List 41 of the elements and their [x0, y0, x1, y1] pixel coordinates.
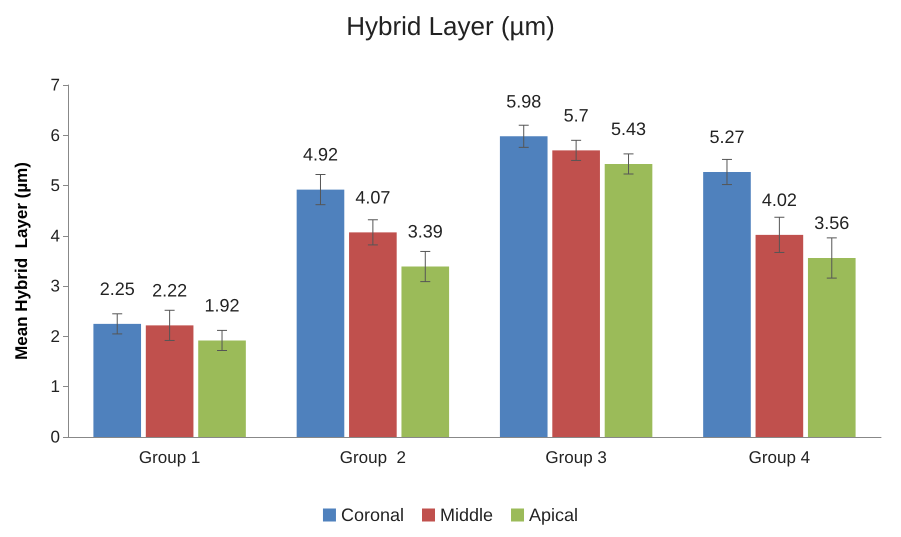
bar: [756, 234, 804, 437]
data-label: 5.43: [611, 118, 646, 139]
y-axis-title: Mean Hybrid Layer (µm): [12, 162, 31, 360]
bar: [93, 324, 142, 437]
y-tick-label: 5: [50, 176, 60, 196]
bar: [552, 150, 600, 437]
data-label: 2.25: [100, 278, 135, 299]
y-tick-label: 7: [50, 76, 60, 94]
bar: [146, 325, 194, 437]
bar: [349, 232, 397, 437]
data-label: 5.98: [506, 91, 542, 112]
data-label: 5.27: [709, 126, 744, 147]
data-label: 4.92: [302, 144, 338, 165]
y-tick-label: 0: [50, 428, 60, 446]
legend-label: Middle: [440, 505, 494, 525]
bar: [198, 340, 246, 437]
y-tick-label: 2: [50, 326, 60, 346]
bar: [401, 266, 450, 437]
y-tick-label: 6: [50, 126, 60, 145]
legend-label: Apical: [529, 505, 578, 525]
bar: [703, 172, 751, 437]
data-label: 4.07: [355, 187, 390, 208]
bar: [808, 258, 856, 437]
data-label: 2.22: [152, 280, 188, 300]
bar: [296, 190, 344, 437]
data-label: 5.7: [564, 105, 589, 126]
y-tick-label: 3: [50, 276, 60, 296]
bar: [604, 164, 652, 437]
bar: [500, 136, 548, 437]
data-label: 3.39: [408, 222, 443, 242]
data-label: 1.92: [204, 295, 240, 316]
x-tick-label: Group 2: [340, 448, 406, 467]
x-tick-label: Group 4: [748, 448, 810, 467]
chart-title: Hybrid Layer (µm): [346, 11, 555, 41]
y-tick-label: 4: [50, 226, 60, 246]
legend-label: Coronal: [340, 505, 404, 525]
y-tick-label: 1: [50, 377, 60, 396]
x-tick-label: Group 1: [138, 448, 200, 467]
data-label: 3.56: [814, 212, 850, 233]
x-tick-label: Group 3: [545, 448, 607, 467]
data-label: 4.02: [762, 190, 797, 210]
